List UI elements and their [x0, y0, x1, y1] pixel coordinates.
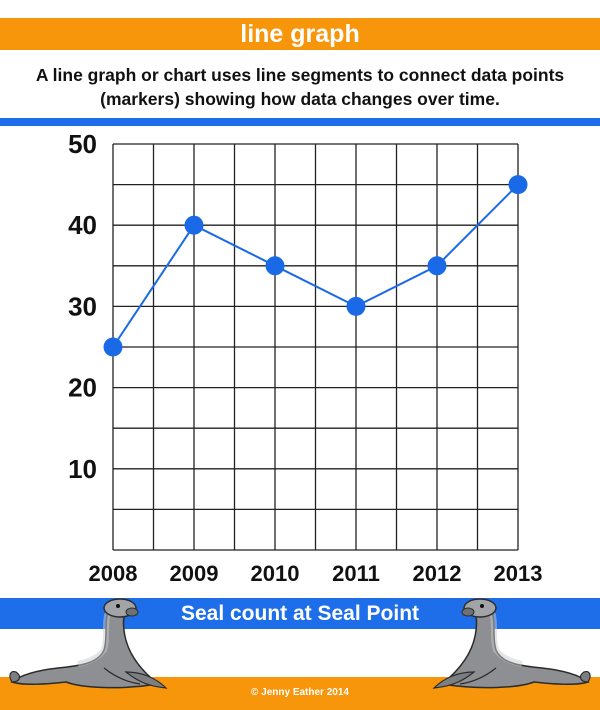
y-tick-label: 50 — [68, 130, 97, 159]
seal-right-image — [432, 598, 591, 689]
series-line — [112, 183, 519, 348]
data-point-marker — [508, 175, 528, 195]
copyright-credit: © Jenny Eather 2014 — [251, 687, 349, 698]
x-tick-label: 2010 — [251, 561, 300, 586]
divider — [0, 118, 600, 126]
description-text: A line graph or chart uses line segments… — [35, 65, 565, 109]
chart-caption-bar: Seal count at Seal Point — [0, 598, 600, 629]
y-tick-label: 20 — [68, 373, 97, 403]
y-tick-label: 40 — [68, 210, 97, 240]
x-tick-label: 2012 — [413, 561, 462, 586]
data-point-marker — [427, 256, 447, 276]
x-tick-label: 2009 — [170, 561, 219, 586]
seal-left-image — [9, 598, 168, 689]
y-tick-label: 10 — [68, 454, 97, 484]
description: A line graph or chart uses line segments… — [0, 63, 600, 111]
x-tick-label: 2013 — [494, 561, 543, 586]
chart-title: Seal count at Seal Point — [180, 602, 420, 625]
y-tick-label: 30 — [68, 291, 97, 321]
data-point-marker — [184, 215, 204, 235]
x-tick-label: 2011 — [332, 561, 380, 586]
data-point-marker — [346, 296, 366, 316]
line-chart: 10 20 30 40 50 2008 2009 2010 2011 2012 2013 — [68, 130, 543, 586]
data-point-marker — [103, 337, 123, 357]
x-tick-label: 2008 — [89, 561, 138, 586]
page-title: line graph — [240, 20, 360, 48]
data-point-marker — [265, 256, 285, 276]
title-bar: line graph — [0, 18, 600, 50]
